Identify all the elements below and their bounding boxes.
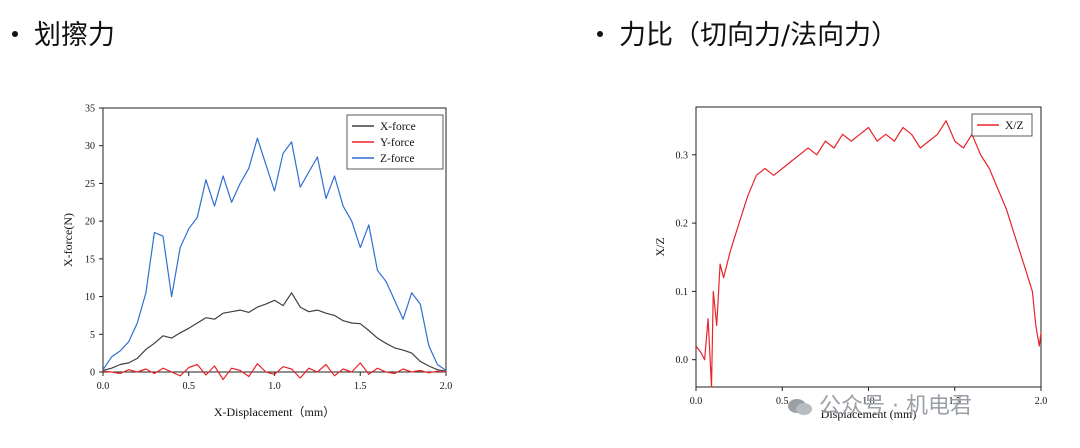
y-tick-label: 0.2 (676, 219, 689, 230)
y-tick-label: 30 (85, 141, 95, 152)
bullet-dot (12, 30, 18, 37)
series-line-y-force (102, 362, 447, 381)
x-tick-label: 0.0 (690, 396, 703, 407)
y-tick-label: 25 (85, 179, 95, 190)
legend-box (971, 113, 1033, 137)
watermark-text: 公众号 · 机电君 (819, 394, 972, 419)
left-section-title: 划擦力 (12, 18, 115, 54)
x-tick-label: 1.0 (268, 381, 281, 392)
y-axis-label: X-force(N) (61, 213, 75, 267)
y-tick-label: 0.1 (676, 287, 689, 298)
y-tick-label: 0.0 (676, 355, 689, 366)
y-tick-label: 10 (85, 292, 95, 303)
x-tick-label: 1.5 (949, 396, 962, 407)
right-section-title: 力比（切向力/法向力） (597, 18, 898, 54)
y-tick-label: 5 (90, 330, 95, 341)
series-line-x-z (695, 120, 1042, 388)
y-tick-label: 0.3 (676, 150, 689, 161)
plot-frame-2 (695, 106, 1042, 388)
series-line-x-force (102, 292, 447, 372)
x-tick-label: 1.5 (354, 381, 367, 392)
y-tick-label: 35 (85, 104, 95, 115)
y-tick-label: 20 (85, 217, 95, 228)
bullet-dot (597, 30, 603, 37)
left-title-text: 划擦力 (34, 20, 115, 51)
watermark: 公众号 · 机电君 (787, 388, 972, 420)
x-tick-label: 2.0 (440, 381, 453, 392)
x-tick-label: 2.0 (1035, 396, 1048, 407)
y-axis-label: X/Z (653, 237, 667, 256)
x-axis-label: X-Displacement（mm） (214, 405, 335, 419)
x-tick-label: 0.0 (97, 381, 110, 392)
legend-entry: Z-force (380, 153, 414, 165)
y-tick-label: 15 (85, 254, 95, 265)
x-axis-label: Displacement (mm) (821, 407, 917, 421)
legend-entry: X-force (380, 121, 416, 133)
y-tick-label: 0 (90, 368, 95, 379)
legend-entry: X/Z (1005, 120, 1024, 132)
series-line-z-force (102, 137, 447, 371)
legend-entry: Y-force (380, 137, 414, 149)
x-tick-label: 0.5 (776, 396, 789, 407)
right-title-text: 力比（切向力/法向力） (619, 20, 899, 51)
x-tick-label: 1.0 (862, 396, 875, 407)
x-tick-label: 0.5 (183, 381, 196, 392)
chat-bubble-icon (788, 399, 812, 415)
